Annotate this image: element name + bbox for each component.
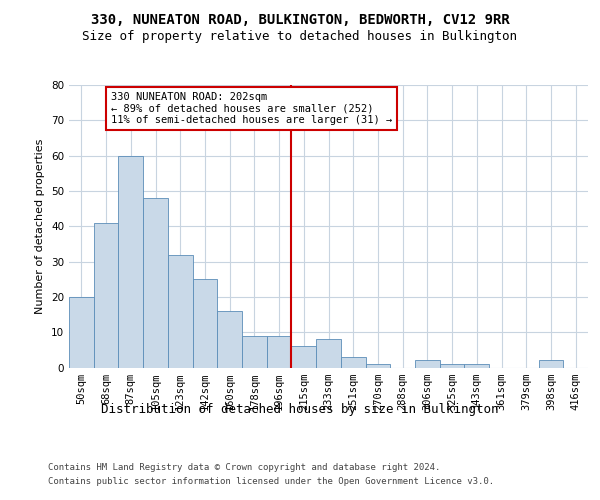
Text: Contains HM Land Registry data © Crown copyright and database right 2024.: Contains HM Land Registry data © Crown c… xyxy=(48,462,440,471)
Text: 330, NUNEATON ROAD, BULKINGTON, BEDWORTH, CV12 9RR: 330, NUNEATON ROAD, BULKINGTON, BEDWORTH… xyxy=(91,12,509,26)
Bar xyxy=(365,364,390,368)
Bar xyxy=(316,339,341,368)
Text: Contains public sector information licensed under the Open Government Licence v3: Contains public sector information licen… xyxy=(48,478,494,486)
Bar xyxy=(193,279,217,368)
Bar xyxy=(94,222,118,368)
Bar xyxy=(464,364,489,368)
Bar xyxy=(267,336,292,368)
Bar xyxy=(168,254,193,368)
Bar xyxy=(143,198,168,368)
Bar xyxy=(440,364,464,368)
Text: Size of property relative to detached houses in Bulkington: Size of property relative to detached ho… xyxy=(83,30,517,43)
Bar xyxy=(242,336,267,368)
Bar xyxy=(118,156,143,368)
Y-axis label: Number of detached properties: Number of detached properties xyxy=(35,138,46,314)
Text: 330 NUNEATON ROAD: 202sqm
← 89% of detached houses are smaller (252)
11% of semi: 330 NUNEATON ROAD: 202sqm ← 89% of detac… xyxy=(111,92,392,126)
Bar xyxy=(341,357,365,368)
Bar xyxy=(539,360,563,368)
Bar xyxy=(217,311,242,368)
Bar xyxy=(415,360,440,368)
Text: Distribution of detached houses by size in Bulkington: Distribution of detached houses by size … xyxy=(101,402,499,415)
Bar xyxy=(292,346,316,368)
Bar xyxy=(69,297,94,368)
